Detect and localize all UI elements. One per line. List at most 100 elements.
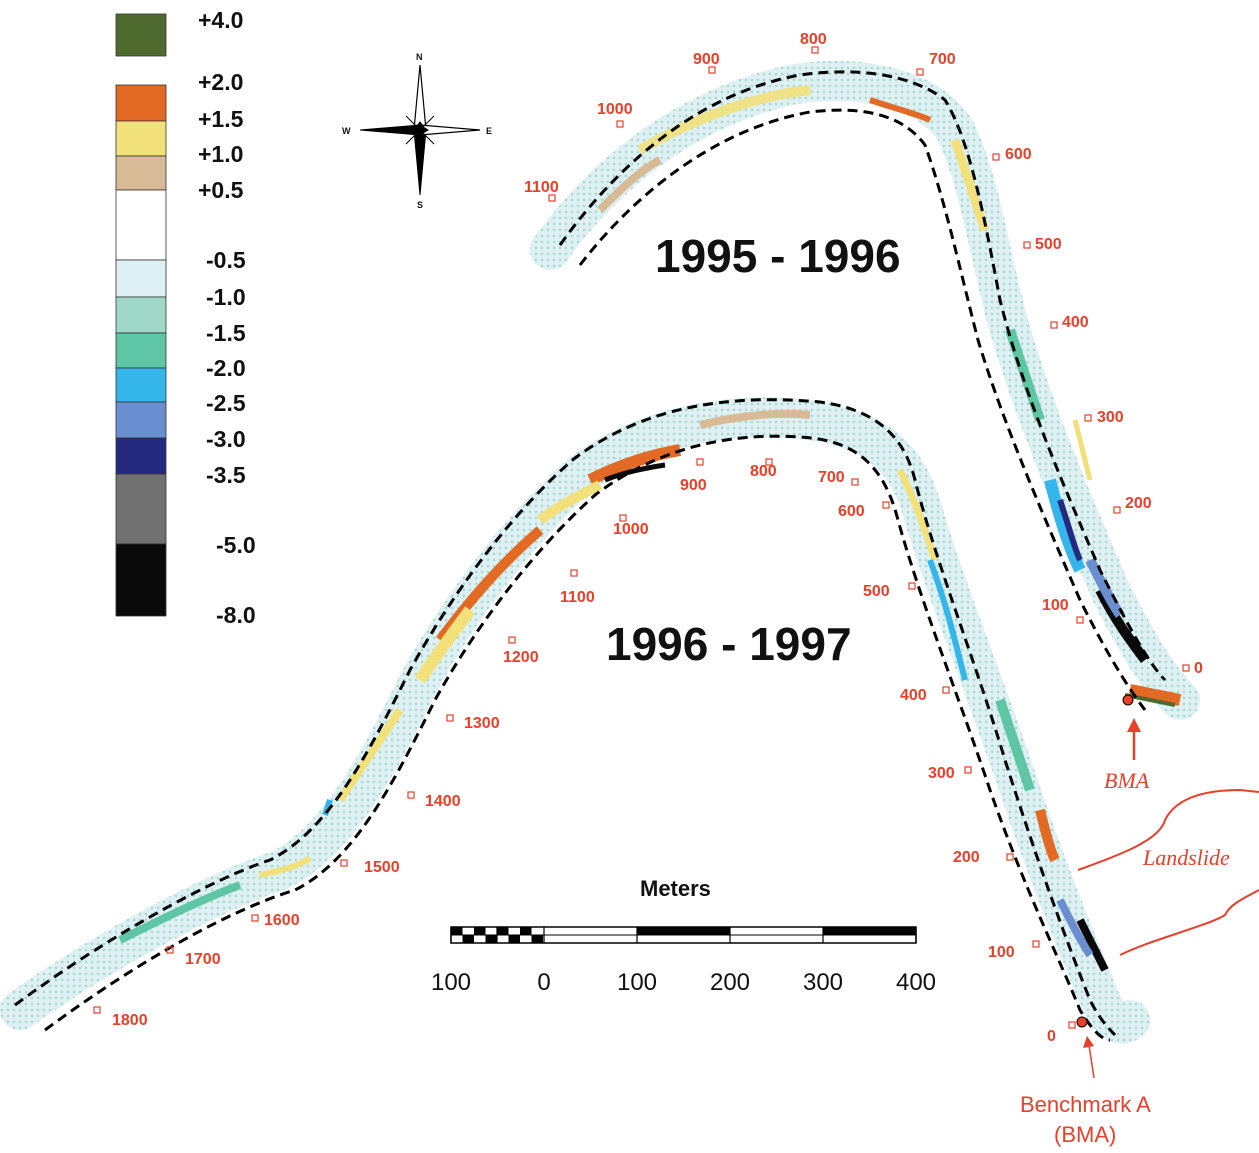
station-label: 1000 [613, 521, 649, 538]
legend-swatch [115, 189, 167, 261]
station-label: 1700 [185, 951, 221, 968]
north-arrow-compass: N S E W [342, 52, 492, 210]
legend-swatch [115, 367, 167, 403]
station-label: 1800 [112, 1012, 148, 1029]
legend-label: -3.5 [206, 462, 246, 488]
station-marker-icon [1084, 414, 1092, 422]
legend-label: -2.0 [206, 355, 246, 381]
lower-channel-1996-1997 [0, 397, 1150, 1044]
bma-marker: BMA [1104, 694, 1150, 793]
station-label: 600 [1005, 146, 1032, 163]
station-marker-icon [916, 68, 924, 76]
scale-bar-tick-label: 0 [537, 969, 550, 996]
compass-label-w: W [342, 126, 351, 136]
upper-channel-1995-1996 [530, 60, 1200, 720]
station-label: 0 [1194, 660, 1203, 677]
station-marker-icon [570, 569, 578, 577]
station-marker-icon [251, 914, 259, 922]
station-marker-icon [964, 766, 972, 774]
station-label: 1200 [503, 649, 539, 666]
station-marker-icon [446, 714, 454, 722]
station-label: 1300 [464, 715, 500, 732]
station-marker-icon [616, 120, 624, 128]
scale-bar-tick-label: 100 [431, 969, 471, 996]
station-marker-icon [1068, 1021, 1076, 1029]
scale-bar: Meters 100 0 100 200 300 400 [431, 876, 936, 996]
legend-label: -2.5 [206, 390, 246, 416]
station-marker-icon [1113, 506, 1121, 514]
scale-bar-tick-label: 200 [710, 969, 750, 996]
legend-swatch [115, 543, 167, 617]
station-label: 1600 [264, 912, 300, 929]
station-label: 1100 [524, 179, 559, 196]
station-label: 200 [953, 849, 980, 866]
upper-channel-bank-outer [558, 70, 1167, 682]
compass-south-point [413, 121, 427, 196]
station-marker-icon [908, 582, 916, 590]
station-label: 1000 [597, 101, 633, 118]
legend-swatch [115, 332, 167, 369]
station-marker-icon [1182, 664, 1190, 672]
station-label: 800 [750, 463, 777, 480]
station-marker-icon [1076, 616, 1084, 624]
station-marker-icon [340, 859, 348, 867]
station-marker-icon [708, 66, 716, 74]
legend-swatch [115, 84, 167, 122]
legend-swatch [115, 401, 167, 439]
station-marker-icon [765, 458, 773, 466]
station-label: 400 [900, 687, 927, 704]
lower-channel-bank-inner [44, 434, 1111, 1042]
lower-channel-bank-outer [14, 398, 1117, 1037]
station-label: 400 [1062, 314, 1089, 331]
benchmark-label-line1: Benchmark A [1020, 1092, 1151, 1117]
station-label: 100 [988, 944, 1015, 961]
station-label: 800 [800, 31, 827, 48]
compass-west-point [359, 124, 429, 136]
station-label: 1500 [364, 859, 400, 876]
legend-label: +1.5 [198, 106, 244, 132]
landslide-label: Landslide [1142, 845, 1230, 870]
scale-bar-tick-label: 100 [617, 969, 657, 996]
station-marker-icon [1023, 241, 1031, 249]
station-marker-icon [882, 501, 890, 509]
station-label: 1400 [425, 793, 461, 810]
station-marker-icon [93, 1006, 101, 1014]
scale-bar-tick-label: 400 [896, 969, 936, 996]
lower-station-labels: 0100200300400500600700800900100011001200… [93, 458, 1076, 1045]
scale-bar-tick-label: 300 [803, 969, 843, 996]
benchmark-label-line2: (BMA) [1054, 1122, 1116, 1147]
legend-swatch [115, 473, 167, 545]
scale-bar-title: Meters [640, 876, 711, 901]
legend-label: +1.0 [198, 141, 243, 167]
legend-swatch [115, 155, 167, 191]
legend-swatch [115, 120, 167, 157]
station-marker-icon [696, 458, 704, 466]
compass-label-s: S [417, 200, 423, 210]
legend-label: +0.5 [198, 177, 244, 203]
compass-label-n: N [416, 52, 423, 62]
legend-label: -1.0 [206, 284, 246, 310]
station-marker-icon [548, 194, 556, 202]
station-label: 700 [929, 51, 956, 68]
station-marker-icon [1032, 940, 1040, 948]
station-label: 700 [818, 469, 845, 486]
landslide-outline: Landslide [1077, 788, 1259, 956]
legend-label: +2.0 [198, 69, 243, 95]
upper-channel-bank-inner [578, 108, 1147, 711]
station-marker-icon [619, 514, 627, 522]
station-label: 200 [1125, 495, 1152, 512]
station-label: 500 [1035, 236, 1062, 253]
legend-label: -1.5 [206, 320, 246, 346]
station-marker-icon [407, 791, 415, 799]
station-marker-icon [942, 686, 950, 694]
station-label: 0 [1047, 1028, 1056, 1045]
compass-label-e: E [486, 126, 492, 136]
legend-label: -8.0 [216, 602, 256, 628]
upper-panel-title: 1995 - 1996 [655, 230, 901, 282]
legend-swatch [115, 437, 167, 475]
station-label: 900 [693, 51, 720, 68]
station-label: 300 [1097, 409, 1124, 426]
station-label: 1100 [560, 589, 595, 606]
legend-label: +4.0 [198, 7, 243, 33]
